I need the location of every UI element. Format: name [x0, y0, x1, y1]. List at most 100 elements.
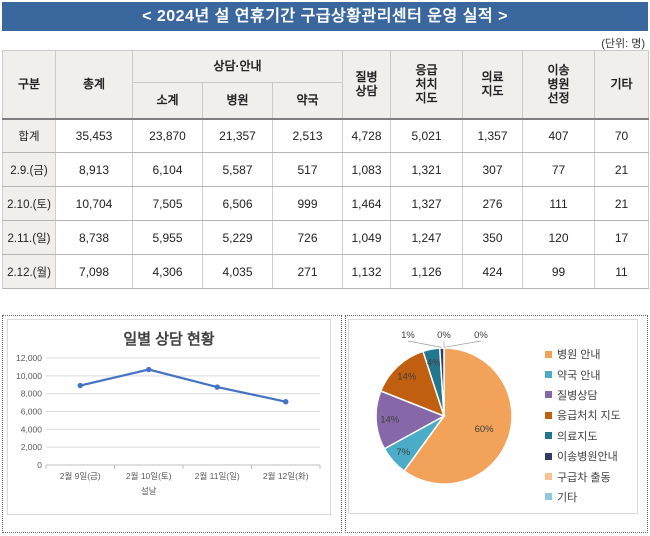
col-header-pharmacy: 약국 [272, 82, 343, 120]
legend-color-swatch [545, 391, 552, 399]
table-row: 2.10.(토) 10,704 7,505 6,506 999 1,464 1,327 276… [2, 186, 649, 221]
value-cell: 1,327 [390, 186, 463, 221]
line-chart-box: 일별 상담 현황 0 2,000 4,000 6,000 8,000 10,000 12,0… [2, 315, 342, 533]
value-cell: 5,021 [390, 118, 463, 153]
value-cell: 21,357 [202, 118, 273, 153]
legend-label: 의료지도 [557, 430, 598, 443]
value-cell: 21 [594, 152, 649, 187]
value-cell: 276 [462, 186, 523, 221]
legend-item: 기타 [545, 487, 621, 507]
line-chart-frame: 일별 상담 현황 0 2,000 4,000 6,000 8,000 10,000 12,0… [7, 319, 331, 515]
svg-text:60%: 60% [475, 424, 495, 435]
value-cell: 111 [522, 186, 595, 221]
legend-color-swatch [545, 473, 552, 481]
legend-item: 질병상담 [545, 385, 621, 405]
value-cell: 271 [272, 254, 343, 289]
line-chart: 0 2,000 4,000 6,000 8,000 10,000 12,000 2월 9일(금… [16, 353, 321, 496]
table-row: 2.11.(일) 8,738 5,955 5,229 726 1,049 1,247 350 1… [2, 220, 649, 255]
legend-item: 약국 안내 [545, 364, 621, 384]
legend-item: 의료지도 [545, 426, 621, 446]
svg-text:8,000: 8,000 [21, 389, 43, 399]
value-cell: 517 [272, 152, 343, 187]
svg-text:14%: 14% [397, 371, 417, 382]
legend-color-swatch [545, 452, 552, 460]
svg-text:14%: 14% [380, 414, 400, 425]
legend-label: 응급처치 지도 [557, 410, 621, 423]
value-cell: 6,104 [132, 152, 203, 187]
col-header-disease: 질병 상담 [342, 50, 391, 120]
svg-text:2월 12일(화): 2월 12일(화) [263, 471, 309, 481]
svg-text:2월 9일(금): 2월 9일(금) [60, 471, 101, 481]
value-cell: 307 [462, 152, 523, 187]
legend-item: 응급처치 지도 [545, 405, 621, 425]
value-cell: 120 [522, 220, 595, 255]
stats-table: 구분 총계 상담·안내 질병 상담 응급 처치 지도 의료 지도 이송 병원 선… [2, 50, 649, 289]
col-header-consult-group: 상담·안내 [132, 50, 343, 83]
pie-chart: 60% 7% 14% 14% 4% 1% 0% 0% [375, 330, 513, 485]
pie-chart-box: 60% 7% 14% 14% 4% 1% 0% 0% 병원 안내 약국 안내 질병상담 응급처치 지… [345, 315, 648, 533]
charts-section: 일별 상담 현황 0 2,000 4,000 6,000 8,000 10,000 12,0… [2, 315, 648, 533]
col-header-etc: 기타 [594, 50, 649, 120]
value-cell: 1,083 [342, 152, 391, 187]
value-cell: 77 [522, 152, 595, 187]
col-header-firstaid: 응급 처치 지도 [390, 50, 463, 120]
legend-item: 이송병원안내 [545, 446, 621, 466]
svg-text:4,000: 4,000 [21, 424, 43, 434]
value-cell: 1,357 [462, 118, 523, 153]
value-cell: 7,098 [55, 254, 133, 289]
value-cell: 10,704 [55, 186, 133, 221]
svg-text:2월 11일(일): 2월 11일(일) [195, 471, 240, 481]
row-label-cell: 2.10.(토) [2, 186, 56, 221]
value-cell: 1,464 [342, 186, 391, 221]
value-cell: 2,513 [272, 118, 343, 153]
value-cell: 35,453 [55, 118, 133, 153]
value-cell: 70 [594, 118, 649, 153]
svg-text:2,000: 2,000 [21, 442, 43, 452]
svg-text:10,000: 10,000 [16, 371, 42, 381]
legend-item: 병원 안내 [545, 344, 621, 364]
value-cell: 99 [522, 254, 595, 289]
value-cell: 1,126 [390, 254, 463, 289]
table-row: 2.9.(금) 8,913 6,104 5,587 517 1,083 1,321 307 77… [2, 152, 649, 187]
svg-text:7%: 7% [396, 447, 410, 458]
legend-label: 약국 안내 [557, 369, 601, 382]
legend-label: 질병상담 [557, 389, 598, 402]
value-cell: 407 [522, 118, 595, 153]
svg-text:0: 0 [37, 460, 42, 470]
value-cell: 4,035 [202, 254, 273, 289]
col-header-hospital: 병원 [202, 82, 273, 120]
table-row: 합계 35,453 23,870 21,357 2,513 4,728 5,021 1,357… [2, 118, 649, 153]
value-cell: 1,247 [390, 220, 463, 255]
legend-label: 병원 안내 [557, 349, 601, 362]
col-header-total: 총계 [55, 50, 133, 120]
value-cell: 21 [594, 186, 649, 221]
legend-color-swatch [545, 371, 552, 379]
col-header-subtotal: 소계 [132, 82, 203, 120]
legend-color-swatch [545, 350, 552, 358]
value-cell: 726 [272, 220, 343, 255]
table-row: 2.12.(월) 7,098 4,306 4,035 271 1,132 1,126 424 9… [2, 254, 649, 289]
row-label-cell: 2.11.(일) [2, 220, 56, 255]
value-cell: 23,870 [132, 118, 203, 153]
legend-label: 기타 [557, 491, 578, 504]
value-cell: 1,321 [390, 152, 463, 187]
value-cell: 999 [272, 186, 343, 221]
row-label-cell: 2.9.(금) [2, 152, 56, 187]
svg-text:1%: 1% [401, 330, 415, 341]
value-cell: 8,913 [55, 152, 133, 187]
col-header-category: 구분 [2, 50, 56, 120]
value-cell: 350 [462, 220, 523, 255]
svg-text:0%: 0% [437, 330, 451, 341]
value-cell: 424 [462, 254, 523, 289]
legend-label: 구급차 출동 [557, 471, 611, 484]
legend-label: 이송병원안내 [557, 451, 618, 464]
pie-chart-frame: 60% 7% 14% 14% 4% 1% 0% 0% 병원 안내 약국 안내 질병상담 응급처치 지… [348, 319, 638, 514]
value-cell: 5,587 [202, 152, 273, 187]
value-cell: 1,132 [342, 254, 391, 289]
legend-color-swatch [545, 411, 552, 419]
value-cell: 8,738 [55, 220, 133, 255]
svg-text:설날: 설날 [141, 486, 157, 496]
col-header-medical: 의료 지도 [462, 50, 523, 120]
